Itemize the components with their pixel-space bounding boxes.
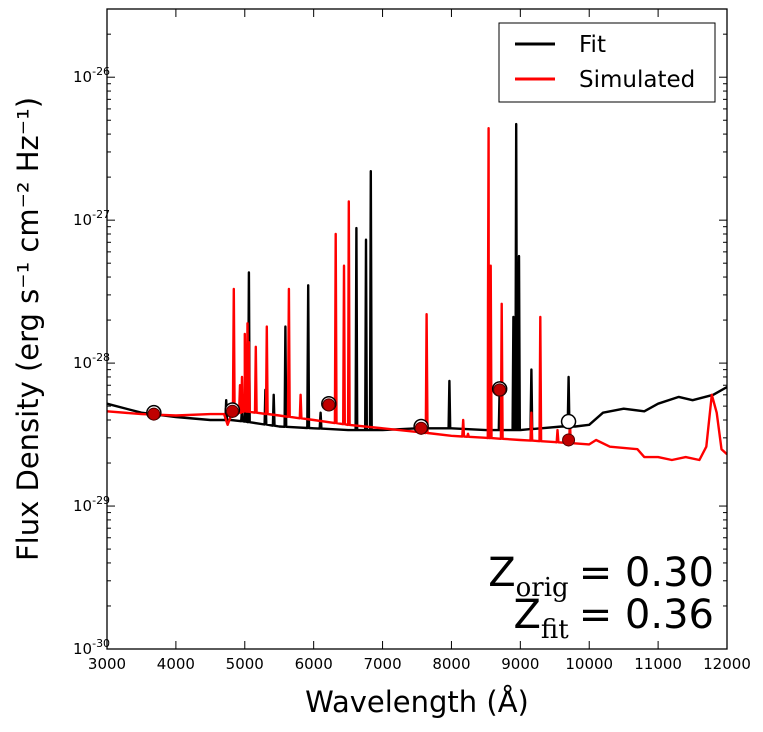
x-tick-label: 8000 (432, 655, 470, 673)
y-axis-label: Flux Density (erg s⁻¹ cm⁻² Hz⁻¹) (11, 97, 45, 561)
y-tick-label: 10-28 (73, 351, 110, 372)
x-tick-label: 12000 (703, 655, 751, 673)
sim-photometry-point (225, 404, 239, 418)
x-tick-label: 5000 (226, 655, 264, 673)
y-tick-label: 10-26 (73, 65, 110, 86)
sim-photometry-point (414, 421, 428, 435)
photometry-layer (146, 381, 577, 447)
legend: Fit Simulated (498, 22, 716, 103)
z-orig-symbol: Z (488, 550, 515, 596)
fit-photometry-point (560, 413, 577, 430)
z-fit-annotation: Zfit = 0.36 (514, 592, 715, 645)
axis-ticks: 3000 4000 5000 6000 7000 8000 9000 10000 11000 12… (73, 9, 751, 673)
x-tick-label: 11000 (634, 655, 682, 673)
x-tick-label: 10000 (565, 655, 613, 673)
y-tick-label: 10-29 (73, 494, 110, 515)
legend-label-simulated: Simulated (579, 67, 695, 93)
z-fit-value: = 0.36 (579, 592, 714, 638)
x-tick-label: 9000 (501, 655, 539, 673)
series-line-fit (107, 122, 727, 432)
y-tick-label: 10-27 (73, 208, 110, 229)
x-tick-label: 6000 (295, 655, 333, 673)
x-tick-label: 3000 (88, 655, 126, 673)
z-orig-annotation: Zorig = 0.30 (488, 550, 714, 603)
y-tick-label: 10-30 (73, 637, 110, 658)
series-layer (107, 122, 727, 462)
x-tick-label: 4000 (157, 655, 195, 673)
plot-frame (106, 8, 728, 650)
sim-photometry-point (493, 383, 507, 397)
sim-photometry-point (147, 407, 161, 421)
z-orig-value: = 0.30 (579, 550, 714, 596)
sim-photometry-point (322, 398, 336, 412)
x-axis-label: Wavelength (Å) (305, 685, 529, 719)
x-tick-label: 7000 (363, 655, 401, 673)
z-fit-symbol: Z (514, 592, 541, 638)
legend-label-fit: Fit (579, 32, 606, 58)
z-orig-subscript: orig (516, 573, 569, 603)
z-fit-subscript: fit (541, 615, 569, 645)
sim-photometry-point (562, 433, 576, 447)
legend-box (498, 22, 716, 103)
